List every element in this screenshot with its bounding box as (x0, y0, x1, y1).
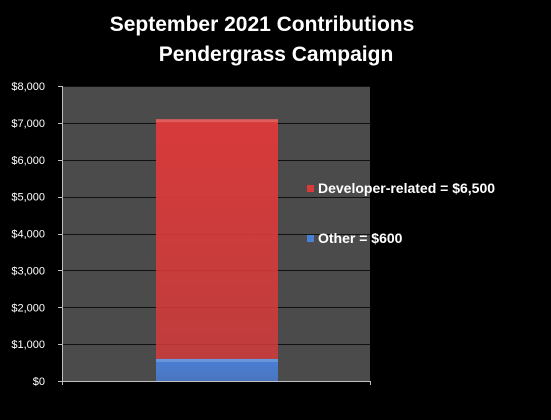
legend: Developer-related = $6,500 Other = $600 (307, 180, 495, 246)
bar-segment-other (156, 358, 278, 381)
y-tick-label-5: $5,000 (11, 192, 45, 204)
y-axis-tick-labels: $0 $1,000 $2,000 $3,000 $4,000 $5,000 $6,000 $7… (11, 81, 45, 388)
axes (58, 86, 371, 385)
y-tick-label-4: $4,000 (11, 229, 45, 241)
y-tick-label-8: $8,000 (11, 81, 45, 93)
legend-label-0: Developer-related = $6,500 (318, 180, 495, 196)
bar-segment-highlight-1 (156, 119, 278, 123)
bar-segment-developer-related (156, 119, 278, 359)
y-tick-label-3: $3,000 (11, 265, 45, 277)
chart-title-line-1: September 2021 Contributions (110, 13, 415, 36)
legend-label-1: Other = $600 (318, 230, 403, 246)
legend-swatch-1 (307, 235, 314, 242)
y-tick-label-2: $2,000 (11, 302, 45, 314)
y-tick-label-1: $1,000 (11, 339, 45, 351)
legend-swatch-0 (307, 185, 314, 192)
bars (156, 119, 278, 381)
chart-title-line-2: Pendergrass Campaign (159, 43, 394, 66)
y-tick-label-6: $6,000 (11, 155, 45, 167)
y-tick-label-7: $7,000 (11, 118, 45, 130)
bar-segment-highlight-0 (156, 358, 278, 362)
y-tick-label-0: $0 (33, 376, 45, 388)
